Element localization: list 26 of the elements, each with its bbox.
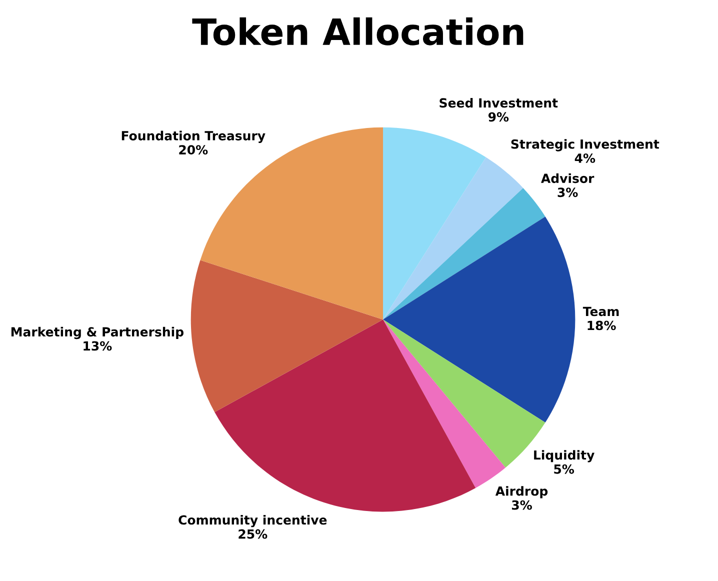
slice-label: Strategic Investment: [511, 139, 660, 152]
slice-label: Airdrop: [495, 486, 548, 498]
data-label: 13%: [84, 341, 112, 351]
pie-slice: [383, 320, 506, 488]
slice-label: Community incentive: [178, 514, 327, 528]
slice-label: Advisor: [541, 173, 594, 184]
pie-slice: [190, 260, 384, 412]
pie-slice: [383, 216, 576, 423]
data-label: 3%: [512, 500, 532, 510]
data-label: 20%: [179, 145, 208, 155]
pie-slice: [383, 188, 546, 320]
data-label: 4%: [574, 153, 596, 163]
slice-label: Team: [582, 306, 619, 316]
data-label: 25%: [238, 529, 268, 539]
slice-label: Foundation Treasury: [122, 130, 266, 143]
slice-label: Seed Investment: [440, 98, 558, 108]
data-label: 9%: [488, 112, 509, 122]
data-label: 18%: [588, 320, 616, 330]
slice-label: Marketing & Partnership: [11, 326, 184, 340]
data-label: 3%: [558, 188, 578, 198]
chart-title: Token Allocation: [192, 17, 524, 46]
pie-slice: [383, 157, 524, 320]
pie-slice: [383, 127, 486, 320]
data-label: 5%: [554, 464, 574, 474]
pie-slice: [214, 320, 476, 512]
slice-label: Liquidity: [534, 450, 594, 462]
